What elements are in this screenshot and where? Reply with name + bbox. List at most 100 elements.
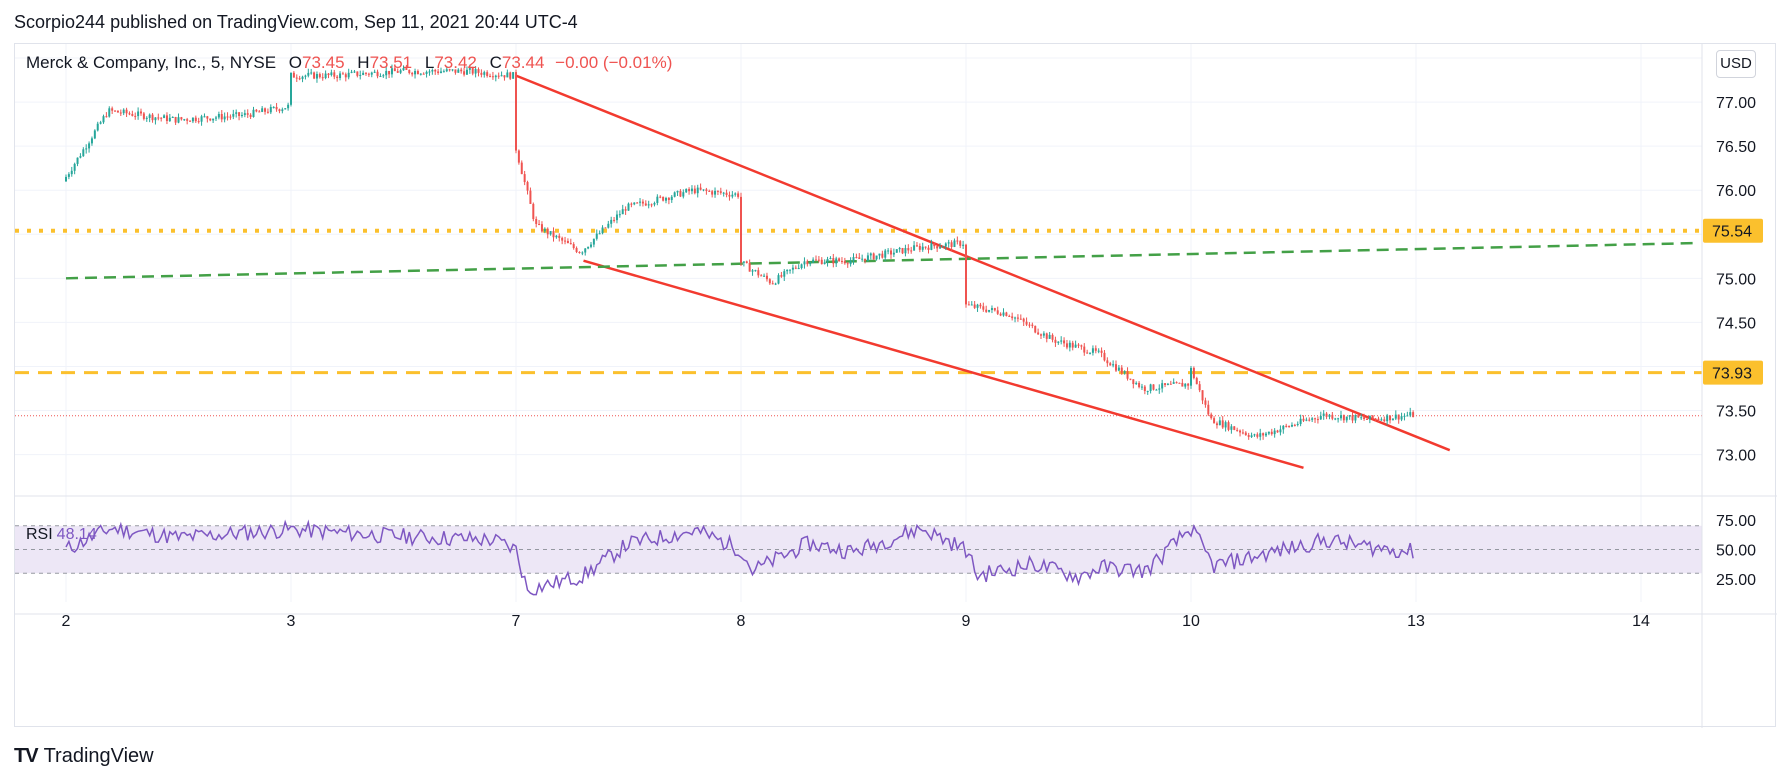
candle-body <box>408 69 411 74</box>
candle-body <box>996 310 999 314</box>
candle-body <box>460 69 463 72</box>
candle-body <box>627 203 630 211</box>
candle-body <box>1296 423 1299 426</box>
candle-body <box>641 201 644 204</box>
candle-body <box>1115 364 1117 371</box>
candle-body <box>396 71 399 73</box>
candle-body <box>872 253 875 260</box>
candle-body <box>336 76 339 79</box>
candle-body <box>1054 339 1057 343</box>
candle-body <box>1198 384 1201 391</box>
green-dashed-trendline[interactable] <box>65 241 1698 280</box>
candle-body <box>699 187 702 190</box>
candle-body <box>777 275 780 284</box>
axis-layer: 73.0073.5074.0074.5075.0075.5076.0076.50… <box>15 44 1777 728</box>
candle-body <box>70 170 73 175</box>
candle-body <box>295 77 298 79</box>
candle-body <box>1250 435 1253 437</box>
candle-body <box>186 119 189 121</box>
candle-body <box>1265 433 1267 436</box>
candle-body <box>564 240 567 242</box>
time-tick-label: 8 <box>737 613 746 630</box>
candle-body <box>595 233 598 239</box>
rsi-band-layer <box>15 525 1702 574</box>
candle-body <box>866 255 869 261</box>
candle-body <box>1080 345 1083 347</box>
candle-body <box>904 248 907 254</box>
candle-body <box>840 260 843 262</box>
candle-body <box>1190 367 1192 386</box>
candle-body <box>414 70 417 75</box>
candle-body <box>428 71 431 73</box>
candle-body <box>639 201 642 203</box>
candle-body <box>740 196 742 263</box>
candle-body <box>85 148 88 150</box>
rsi-label[interactable]: RSI <box>26 526 53 543</box>
candle-body <box>690 188 693 192</box>
candle-body <box>838 258 841 261</box>
candle-body <box>783 271 786 277</box>
candle-body <box>901 248 904 254</box>
candle-body <box>601 227 604 234</box>
candle-body <box>1172 382 1175 384</box>
candle-body <box>742 261 745 263</box>
candle-body <box>1060 340 1063 342</box>
candle-body <box>1158 388 1161 390</box>
candle-body <box>745 261 748 263</box>
candle-body <box>1397 414 1400 420</box>
candle-body <box>708 190 711 192</box>
candle-body <box>774 283 777 285</box>
price-level-badge <box>1703 218 1763 243</box>
candle-body <box>662 196 665 201</box>
candle-body <box>1311 418 1314 420</box>
symbol-name[interactable]: Merck & Company, Inc., 5, NYSE <box>26 53 277 72</box>
candle-body <box>953 240 956 247</box>
candle-body <box>88 143 91 149</box>
trendline-lower[interactable] <box>583 259 1304 469</box>
candle-body <box>252 109 255 117</box>
candle-body <box>442 71 445 73</box>
chart-frame: 73.0073.5074.0074.5075.0075.5076.0076.50… <box>14 43 1777 728</box>
candle-body <box>215 117 217 119</box>
chart-canvas[interactable]: 73.0073.5074.0074.5075.0075.5076.0076.50… <box>15 44 1777 728</box>
candle-body <box>907 248 910 251</box>
candle-body <box>165 115 168 121</box>
candle-body <box>610 219 613 224</box>
rsi-legend: RSI 48.14 <box>26 526 97 544</box>
candle-body <box>1383 419 1386 422</box>
candle-body <box>1293 424 1296 426</box>
candle-body <box>180 117 183 120</box>
candle-body <box>365 72 367 74</box>
close-label: C <box>489 53 502 72</box>
candle-body <box>249 114 252 117</box>
currency-button[interactable]: USD <box>1716 50 1756 78</box>
candle-body <box>538 223 541 225</box>
candle-body <box>491 76 494 78</box>
candle-body <box>988 309 991 312</box>
candle-body <box>941 246 944 248</box>
candle-body <box>445 69 448 72</box>
candle-body <box>1316 419 1319 421</box>
trendline-upper[interactable] <box>515 74 1451 452</box>
candle-body <box>157 117 160 119</box>
price-tick-label: 76.50 <box>1716 139 1756 156</box>
candle-body <box>1276 430 1279 433</box>
candle-body <box>1302 418 1305 421</box>
candle-body <box>220 114 223 120</box>
candle-body <box>861 258 864 260</box>
candle-body <box>160 117 163 119</box>
candle-body <box>1161 383 1164 389</box>
candle-body <box>163 115 166 119</box>
footer-brand[interactable]: TV TradingView <box>14 745 154 768</box>
candle-body <box>114 110 117 112</box>
candle-body <box>1239 430 1242 433</box>
candle-body <box>832 258 835 264</box>
candle-body <box>1192 367 1195 379</box>
candle-body <box>1187 383 1190 386</box>
candle-body <box>714 190 717 195</box>
candle-body <box>1406 415 1409 417</box>
candle-body <box>604 227 607 229</box>
candle-body <box>644 203 647 206</box>
candle-body <box>1037 332 1040 335</box>
candle-body <box>751 270 754 272</box>
